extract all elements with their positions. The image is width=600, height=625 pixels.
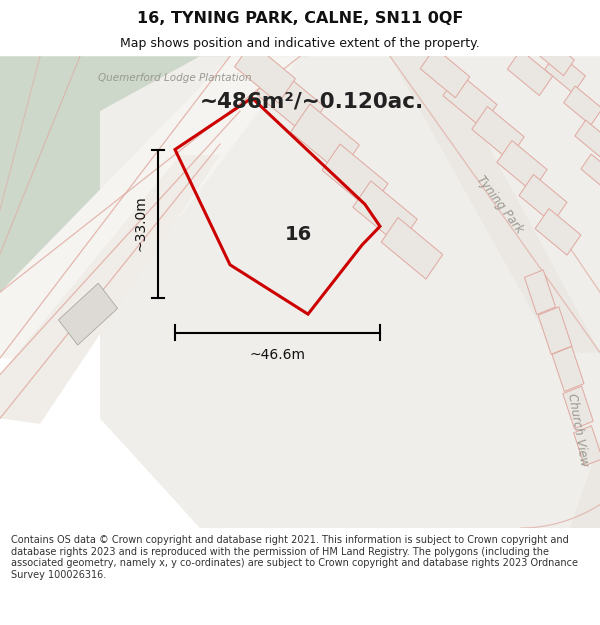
Polygon shape: [545, 52, 586, 93]
Polygon shape: [575, 120, 600, 157]
Polygon shape: [256, 66, 325, 134]
Polygon shape: [58, 283, 118, 345]
Text: ~46.6m: ~46.6m: [250, 348, 305, 362]
Polygon shape: [0, 56, 310, 331]
Text: Quemerford Lodge Plantation: Quemerford Lodge Plantation: [98, 72, 252, 82]
Polygon shape: [497, 141, 547, 191]
Polygon shape: [552, 346, 584, 391]
Polygon shape: [322, 144, 388, 210]
Polygon shape: [520, 441, 600, 528]
Polygon shape: [472, 106, 524, 159]
Polygon shape: [290, 104, 359, 173]
Polygon shape: [443, 73, 497, 127]
Polygon shape: [420, 48, 470, 98]
Text: ~33.0m: ~33.0m: [134, 196, 148, 251]
Polygon shape: [519, 174, 567, 223]
Polygon shape: [581, 154, 600, 189]
Text: Tyning Park: Tyning Park: [474, 173, 526, 236]
Polygon shape: [574, 426, 600, 466]
Polygon shape: [353, 181, 417, 246]
Text: 16: 16: [284, 224, 311, 244]
Polygon shape: [563, 386, 593, 429]
Polygon shape: [381, 217, 443, 279]
Polygon shape: [564, 86, 600, 125]
Polygon shape: [100, 56, 600, 528]
Polygon shape: [235, 42, 295, 103]
Polygon shape: [0, 155, 220, 424]
Text: Map shows position and indicative extent of the property.: Map shows position and indicative extent…: [120, 36, 480, 49]
Polygon shape: [538, 307, 572, 354]
Polygon shape: [390, 56, 600, 352]
Polygon shape: [508, 50, 553, 96]
Text: Contains OS data © Crown copyright and database right 2021. This information is : Contains OS data © Crown copyright and d…: [11, 535, 578, 580]
Polygon shape: [0, 56, 300, 364]
Text: 16, TYNING PARK, CALNE, SN11 0QF: 16, TYNING PARK, CALNE, SN11 0QF: [137, 11, 463, 26]
Polygon shape: [536, 37, 574, 76]
Text: Church View: Church View: [565, 392, 591, 467]
Polygon shape: [535, 209, 581, 255]
Text: ~486m²/~0.120ac.: ~486m²/~0.120ac.: [200, 91, 424, 111]
Polygon shape: [524, 270, 556, 314]
